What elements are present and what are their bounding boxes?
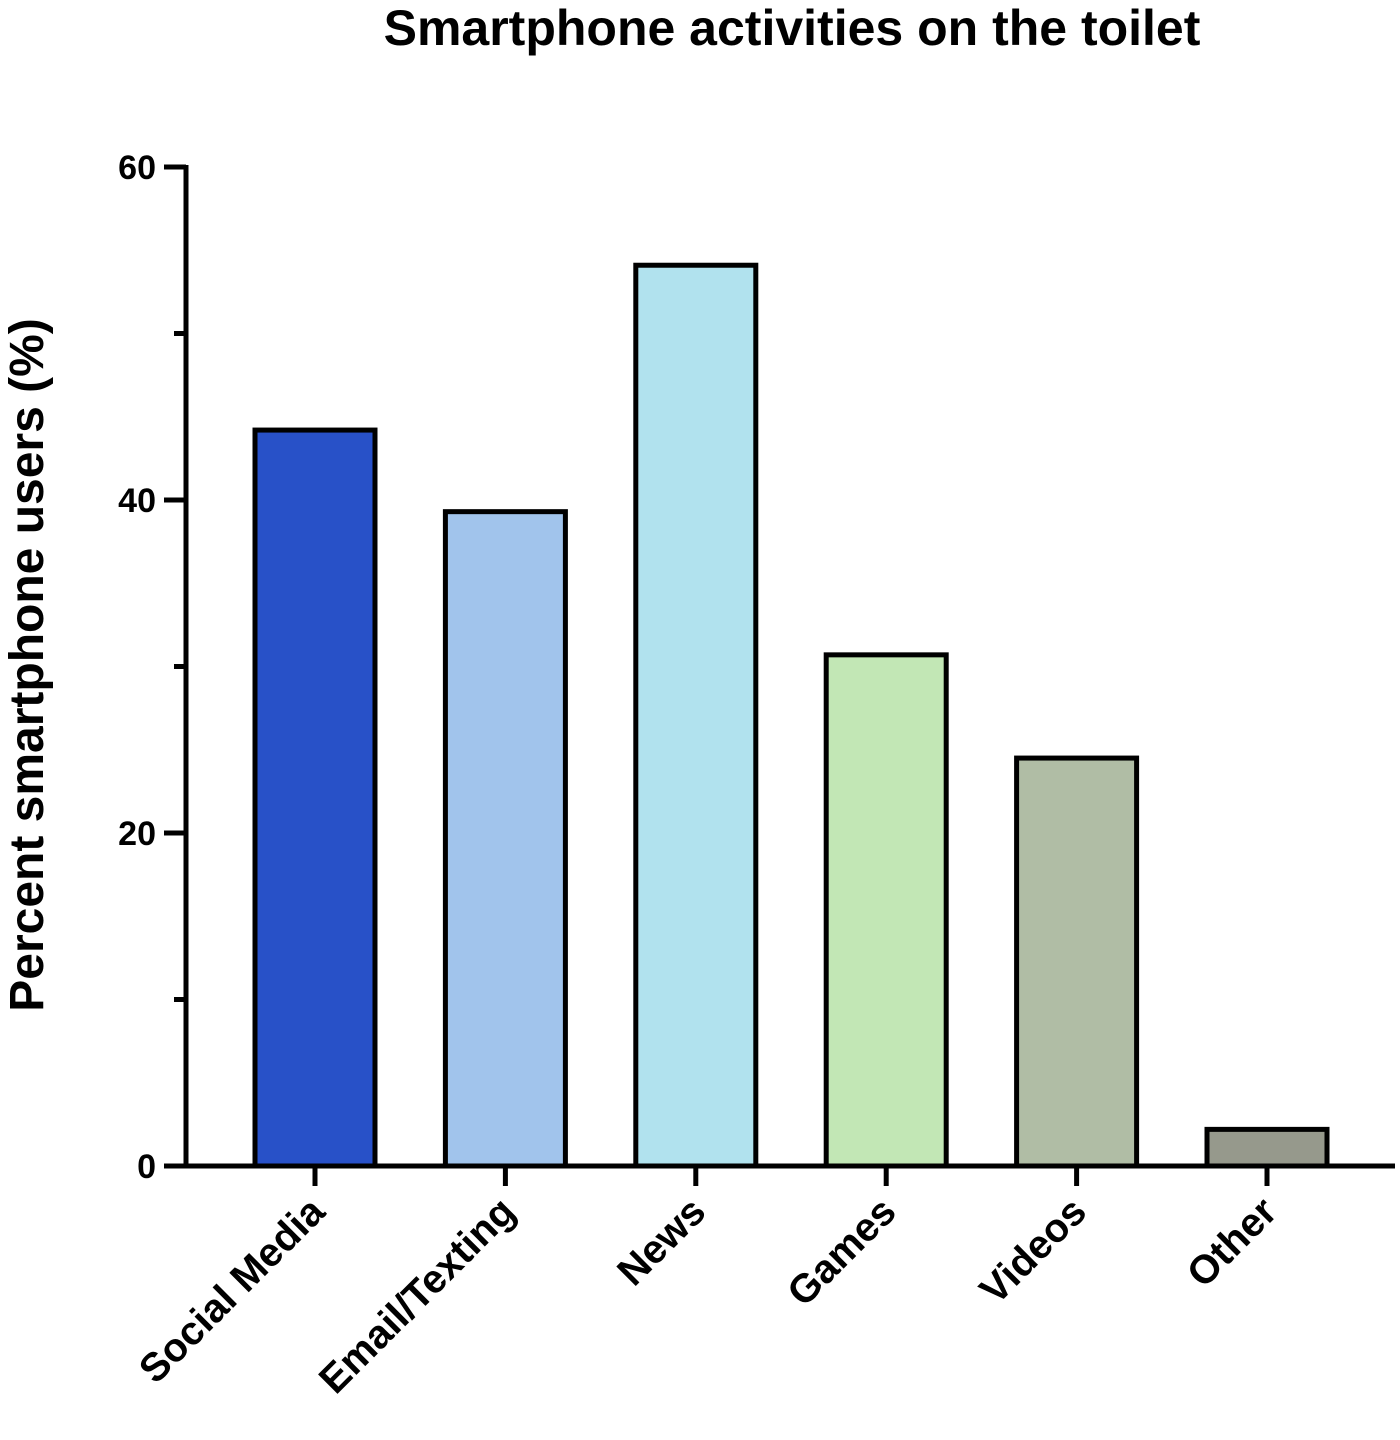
x-tick-label: Videos [972, 1189, 1095, 1312]
bar-videos [1014, 755, 1140, 1169]
x-tick-label: Email/Texting [311, 1189, 524, 1402]
bars-layer [252, 262, 1330, 1169]
x-tick-label: Other [1179, 1189, 1286, 1296]
x-tick-label: Social Media [131, 1189, 334, 1392]
y-tick-label: 60 [118, 149, 156, 187]
bar-games [823, 652, 949, 1169]
y-tick-label: 40 [118, 482, 156, 520]
x-tick-label: Games [779, 1189, 904, 1314]
bar-news [633, 262, 759, 1169]
bar-other [1204, 1126, 1330, 1169]
y-axis-label: Percent smartphone users (%) [1, 318, 54, 1012]
x-tick-label: News [609, 1189, 714, 1294]
y-ticks-layer: 0 20 40 60 [118, 149, 186, 1186]
y-tick-label: 20 [118, 815, 156, 853]
bar-social-media [252, 427, 378, 1169]
y-tick-label: 0 [137, 1148, 156, 1186]
chart-title: Smartphone activities on the toilet [384, 0, 1201, 56]
bar-email-texting [442, 509, 568, 1169]
